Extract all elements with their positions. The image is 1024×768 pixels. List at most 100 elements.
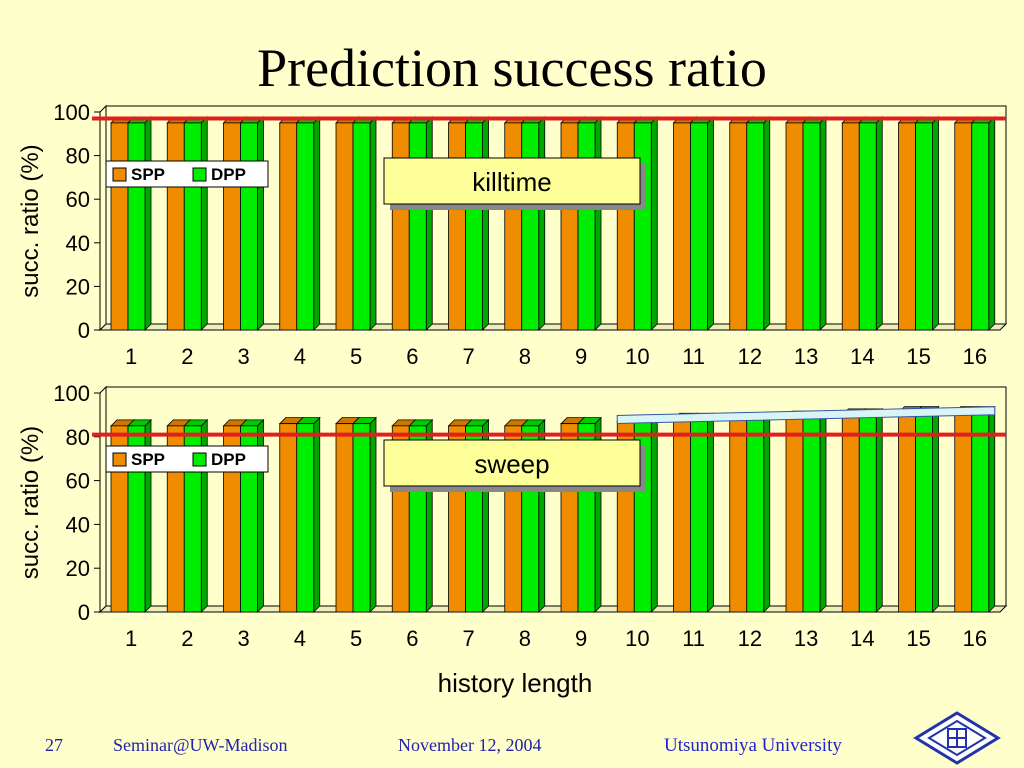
legend-swatch xyxy=(192,167,207,182)
y-tick-label: 60 xyxy=(66,187,90,212)
footer-organization: Utsunomiya University xyxy=(664,735,842,756)
bar-front xyxy=(504,122,523,331)
bar-front xyxy=(690,122,708,331)
x-tick-label: 9 xyxy=(575,626,587,651)
x-tick-label: 4 xyxy=(294,344,306,369)
bar-side xyxy=(144,115,152,331)
bar-front xyxy=(560,122,579,331)
bar-side xyxy=(650,414,658,613)
bar-side xyxy=(763,412,771,613)
footer-venue: Seminar@UW-Madison xyxy=(113,735,288,755)
x-tick-label: 10 xyxy=(625,626,649,651)
bar-side xyxy=(313,416,321,613)
bar-front xyxy=(898,122,916,331)
x-tick-label: 9 xyxy=(575,344,587,369)
x-tick-label: 15 xyxy=(906,626,930,651)
bar-front xyxy=(391,122,410,331)
chart-label-box: sweep xyxy=(383,439,646,492)
y-tick-label: 80 xyxy=(66,144,90,169)
bar-front xyxy=(279,423,298,613)
bar-front xyxy=(352,122,371,331)
bar-front xyxy=(296,423,315,613)
bar-side xyxy=(707,412,714,613)
y-tick-label: 60 xyxy=(66,469,90,494)
chart-title: sweep xyxy=(474,449,549,479)
side-wall xyxy=(99,104,107,332)
bar-front xyxy=(110,122,129,331)
bar-dpp xyxy=(464,115,490,331)
bar-front xyxy=(746,122,765,331)
university-logo xyxy=(913,711,1001,765)
bar-front xyxy=(352,423,371,613)
bar-side xyxy=(650,115,658,331)
y-tick-label: 0 xyxy=(78,318,90,343)
label-box xyxy=(383,439,641,487)
bar-side xyxy=(538,115,546,331)
bar-front xyxy=(841,414,860,613)
bar-side xyxy=(988,405,996,613)
bar-dpp xyxy=(183,115,209,331)
x-tick-label: 7 xyxy=(463,626,475,651)
bar-front xyxy=(971,122,990,331)
bar-front xyxy=(408,122,427,331)
bar-side xyxy=(932,115,939,331)
y-axis-label: succ. ratio (%) xyxy=(17,144,44,297)
bar-front xyxy=(465,122,483,331)
bar-front xyxy=(240,122,258,331)
bar-front xyxy=(785,122,804,331)
legend-swatch xyxy=(192,452,207,467)
bar-dpp xyxy=(295,416,321,613)
bar-side xyxy=(369,416,377,613)
bar-side xyxy=(707,115,714,331)
bar-front xyxy=(616,122,635,331)
x-tick-label: 13 xyxy=(794,344,818,369)
bar-dpp xyxy=(295,115,321,331)
x-tick-label: 13 xyxy=(794,626,818,651)
bar-side xyxy=(819,410,827,613)
bar-front xyxy=(633,122,652,331)
bar-front xyxy=(223,122,241,331)
x-tick-label: 8 xyxy=(519,626,531,651)
x-tick-label: 1 xyxy=(125,626,137,651)
x-tick-label: 5 xyxy=(350,344,362,369)
y-tick-label: 80 xyxy=(66,425,90,450)
y-tick-label: 0 xyxy=(78,600,90,625)
bar-dpp xyxy=(858,115,884,331)
bar-front xyxy=(690,418,708,613)
x-tick-label: 10 xyxy=(625,344,649,369)
bar-front xyxy=(448,122,466,331)
legend-box xyxy=(105,160,269,188)
bar-dpp xyxy=(239,115,265,331)
legend: SPP DPP xyxy=(105,445,269,473)
chart-label-box: killtime xyxy=(383,157,646,210)
legend-label: DPP xyxy=(211,450,246,469)
x-tick-label: 11 xyxy=(682,626,705,651)
x-tick-label: 11 xyxy=(682,344,705,369)
bar-dpp xyxy=(970,115,996,331)
y-axis-label: succ. ratio (%) xyxy=(17,426,44,579)
bar-dpp xyxy=(914,405,940,613)
bar-front xyxy=(898,412,916,613)
bar-front xyxy=(785,416,804,613)
legend-swatch xyxy=(112,452,127,467)
x-tick-label: 6 xyxy=(406,344,418,369)
bar-side xyxy=(369,115,377,331)
bar-dpp xyxy=(802,115,827,331)
bar-front xyxy=(521,122,540,331)
bar-front xyxy=(858,414,877,613)
x-tick-label: 1 xyxy=(125,344,137,369)
bar-front xyxy=(577,122,596,331)
x-tick-label: 4 xyxy=(294,626,306,651)
slide-title: Prediction success ratio xyxy=(257,38,767,98)
bar-front xyxy=(183,122,202,331)
x-tick-label: 2 xyxy=(181,626,193,651)
x-tick-label: 14 xyxy=(850,626,874,651)
bar-front xyxy=(335,122,354,331)
bar-dpp xyxy=(689,115,715,331)
bar-side xyxy=(932,405,939,613)
bar-front xyxy=(335,423,354,613)
bar-front xyxy=(729,418,748,613)
bar-front xyxy=(673,418,691,613)
bar-front xyxy=(954,122,973,331)
